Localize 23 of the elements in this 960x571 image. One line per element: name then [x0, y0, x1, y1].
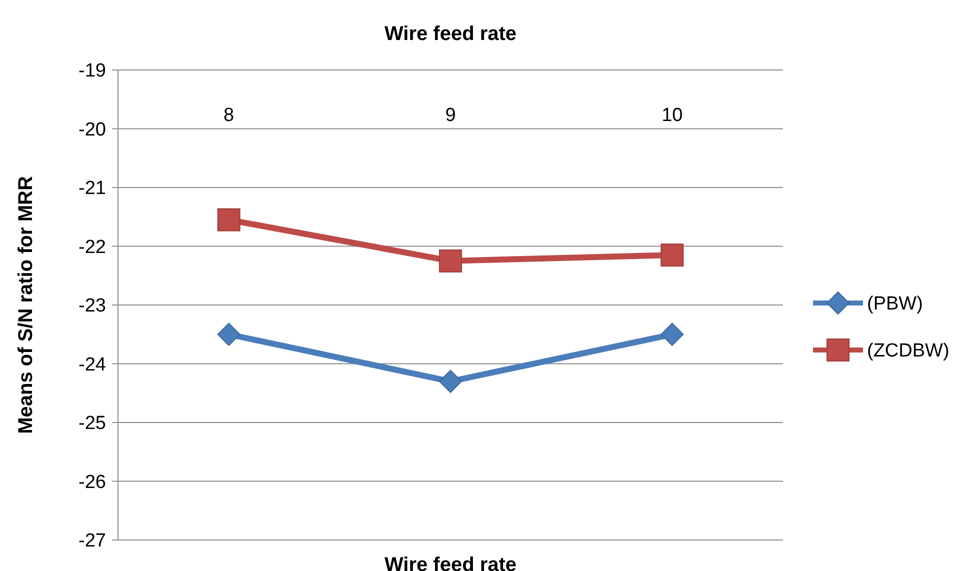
y-tick-label: -20: [78, 119, 106, 140]
chart-title: Wire feed rate: [384, 23, 517, 45]
legend-label: (ZCDBW): [867, 340, 950, 362]
x-axis-title: Wire feed rate: [384, 554, 517, 571]
y-tick-label: -19: [78, 60, 106, 82]
point: [439, 370, 462, 393]
y-tick-label: -22: [78, 236, 106, 258]
y-tick-label: -21: [78, 178, 106, 200]
point: [217, 208, 240, 232]
point: [660, 244, 684, 267]
point: [217, 322, 240, 346]
x-tick-label: 10: [662, 105, 683, 126]
y-tick-label: -23: [78, 296, 106, 317]
y-tick-label: -26: [78, 472, 106, 493]
point: [660, 322, 684, 346]
y-tick-label: -27: [78, 530, 106, 552]
y-tick-label: -24: [78, 354, 106, 376]
y-axis-title: Means of S/N ratio for MRR: [15, 176, 37, 434]
y-tick-label: -25: [78, 413, 106, 434]
legend-label: (PBW): [867, 294, 923, 315]
x-tick-label: 9: [445, 105, 456, 126]
x-tick-label: 8: [224, 105, 234, 126]
point: [439, 249, 462, 272]
